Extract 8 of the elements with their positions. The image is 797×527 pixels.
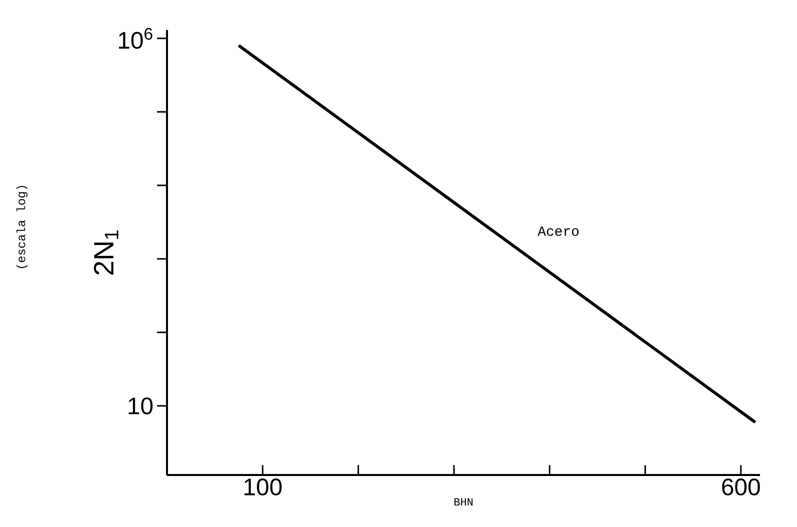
x-tick-label: 600 — [722, 478, 760, 496]
text: (escala log) — [16, 186, 28, 268]
y-axis-title: 2N$_{1}$ — [94, 230, 118, 275]
y-tick-label: 10 — [128, 397, 153, 414]
x-tick-label: 100 — [244, 478, 282, 496]
series-label: Acero — [538, 226, 579, 236]
x-axis-title: BHN — [454, 498, 472, 506]
y-tick-label: 10$^{6}$ — [118, 28, 152, 49]
